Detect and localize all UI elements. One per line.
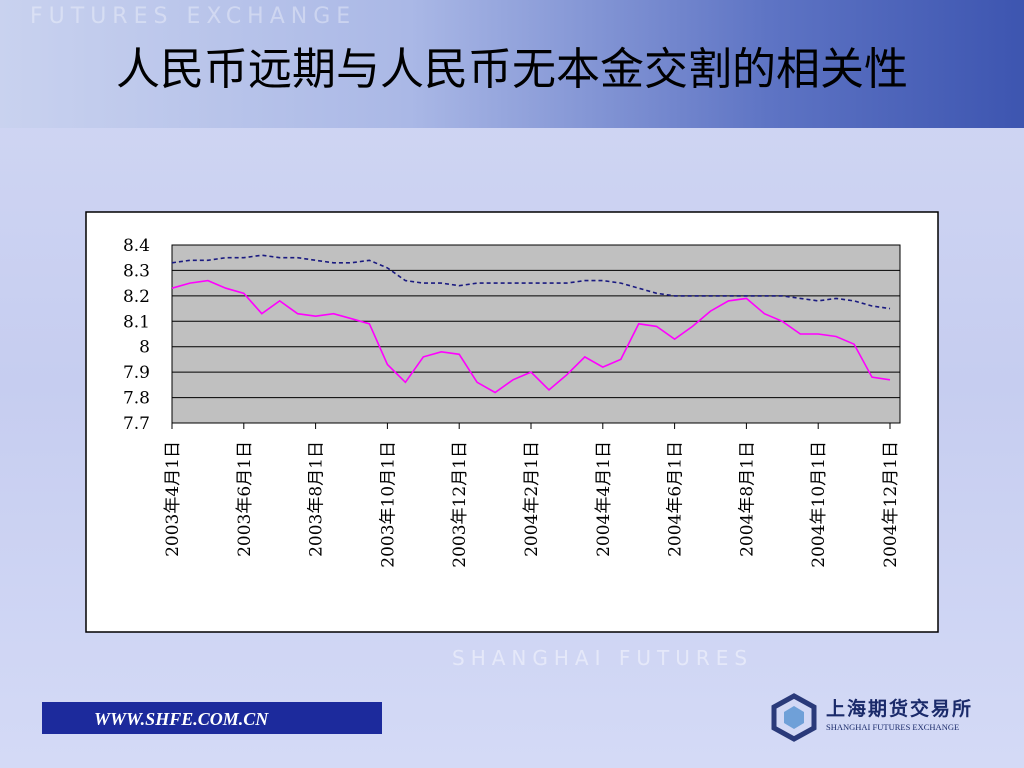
x-tick-label: 2003年12月1日 [450,441,470,568]
y-tick-label: 7.8 [123,389,150,409]
line-series [171,279,891,394]
x-tick-label: 2003年6月1日 [235,441,255,557]
logo: 上海期货交易所 SHANGHAI FUTURES EXCHANGE [768,692,978,742]
y-tick-label: 8.4 [123,236,150,256]
x-tick-label: 2004年8月1日 [737,441,757,557]
x-tick-label: 2004年10月1日 [809,441,829,568]
x-tick-label: 2003年8月1日 [307,441,327,557]
y-tick-label: 8.1 [123,312,150,332]
logo-icon [771,693,817,742]
y-tick-label: 8.3 [123,261,150,281]
x-tick-label: 2004年2月1日 [522,441,542,557]
website[interactable]: WWW.SHFE.COM.CN [42,702,382,734]
footer-watermark: SHANGHAI FUTURES [452,646,754,670]
y-tick-label: 7.9 [123,363,150,383]
x-tick-label: 2004年12月1日 [881,441,901,568]
slide-title: 人民币远期与人民币无本金交割的相关性 [116,44,908,95]
y-tick-label: 7.7 [123,414,150,434]
plot-area [171,244,901,424]
x-tick-label: 2003年10月1日 [378,441,398,568]
line-series [171,254,891,310]
logo-name-en: SHANGHAI FUTURES EXCHANGE [826,722,960,732]
header-band [0,0,1024,128]
x-tick-label: 2003年4月1日 [163,441,183,557]
x-tick-label: 2004年6月1日 [666,441,686,557]
x-tick-label: 2004年4月1日 [594,441,614,557]
header-watermark: FUTURES EXCHANGE [30,4,357,29]
y-tick-label: 8.2 [123,287,150,307]
y-tick-label: 8 [139,338,150,358]
logo-name: 上海期货交易所 [826,698,974,720]
